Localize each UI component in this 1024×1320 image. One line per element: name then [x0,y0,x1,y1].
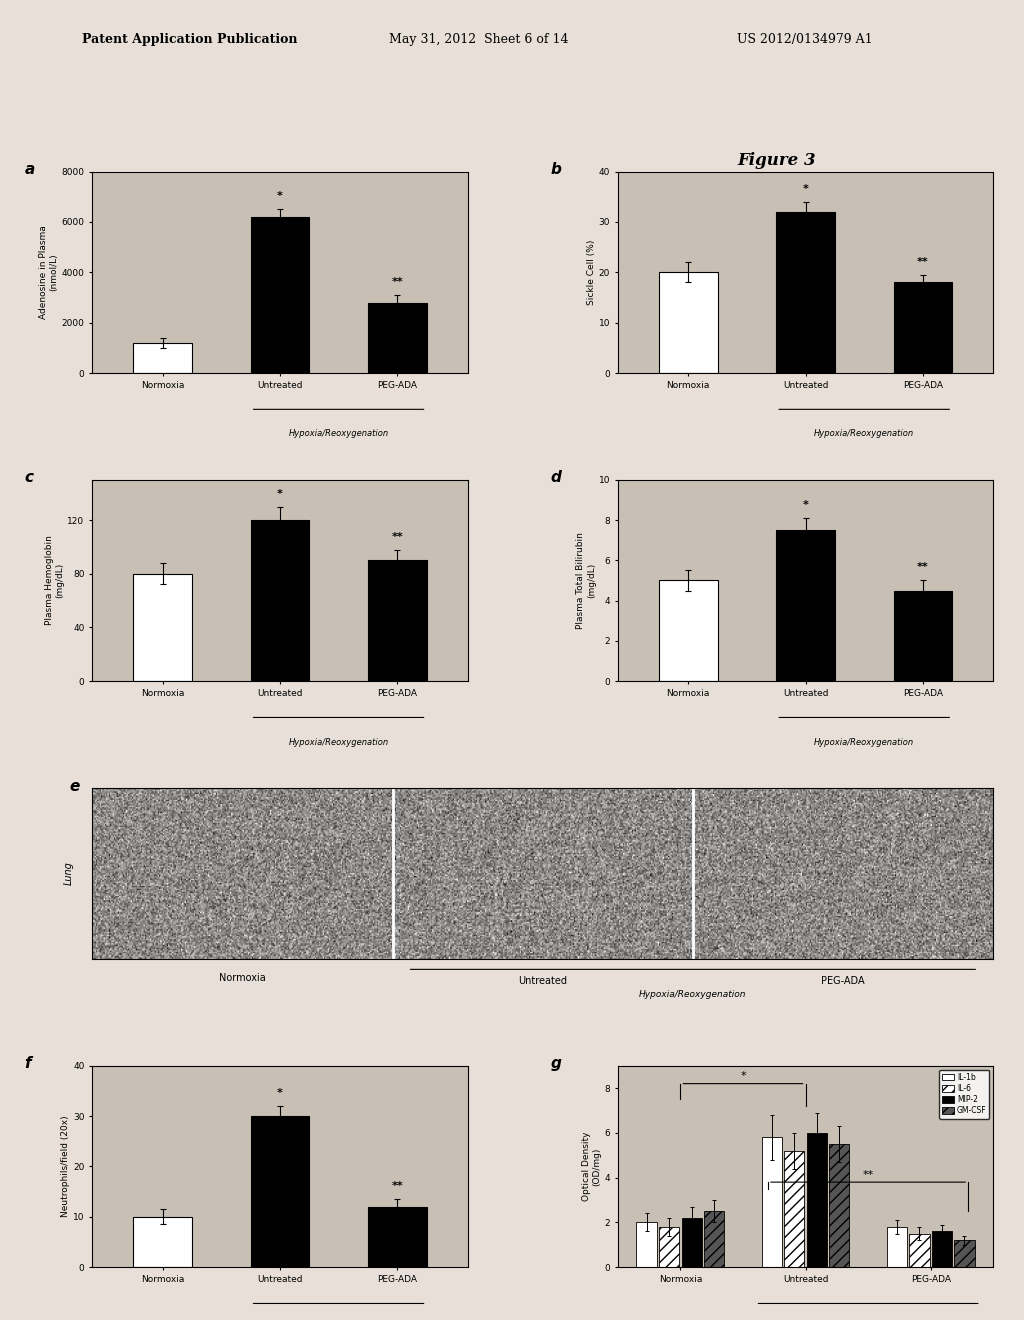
Bar [682,1218,701,1267]
Legend: IL-1b, IL-6, MIP-2, GM-CSF: IL-1b, IL-6, MIP-2, GM-CSF [939,1069,989,1118]
Bar [932,1232,952,1267]
Text: *: * [803,183,809,194]
Bar [658,272,718,374]
Bar [368,560,427,681]
Bar [133,1217,191,1267]
Text: a: a [25,161,35,177]
Text: **: ** [391,532,403,541]
Bar [776,213,835,374]
Text: f: f [25,1056,31,1071]
Text: *: * [276,488,283,499]
Bar [784,1151,805,1267]
Text: **: ** [391,277,403,286]
Bar [251,1117,309,1267]
Text: Normoxia: Normoxia [219,973,265,983]
Text: e: e [70,779,80,795]
Text: Patent Application Publication: Patent Application Publication [82,33,297,46]
Bar [251,520,309,681]
Text: **: ** [918,562,929,573]
Text: d: d [550,470,561,484]
Bar [368,302,427,374]
Text: Hypoxia/Reoxygenation: Hypoxia/Reoxygenation [289,738,389,747]
Text: Hypoxia/Reoxygenation: Hypoxia/Reoxygenation [289,429,389,438]
Bar [894,590,952,681]
Bar [887,1226,907,1267]
Bar [807,1133,827,1267]
Bar [894,282,952,374]
Text: Hypoxia/Reoxygenation: Hypoxia/Reoxygenation [814,429,914,438]
Text: PEG-ADA: PEG-ADA [821,977,865,986]
Bar [659,1226,679,1267]
Y-axis label: Adenosine in Plasma
(nmol/L): Adenosine in Plasma (nmol/L) [39,226,58,319]
Bar [829,1144,850,1267]
Bar [637,1222,656,1267]
Bar [133,574,191,681]
Text: **: ** [391,1181,403,1191]
Text: b: b [550,161,561,177]
Y-axis label: Plasma Hemoglobin
(mg/dL): Plasma Hemoglobin (mg/dL) [45,536,65,626]
Text: *: * [276,1088,283,1098]
Bar [251,216,309,374]
Y-axis label: Optical Density
(OD/mg): Optical Density (OD/mg) [583,1131,602,1201]
Bar [776,531,835,681]
Text: Untreated: Untreated [518,977,567,986]
Y-axis label: Sickle Cell (%): Sickle Cell (%) [587,240,596,305]
Bar [133,343,191,374]
Text: *: * [740,1072,745,1081]
Text: **: ** [862,1170,873,1180]
Text: US 2012/0134979 A1: US 2012/0134979 A1 [737,33,872,46]
Text: **: ** [918,257,929,267]
Text: Hypoxia/Reoxygenation: Hypoxia/Reoxygenation [639,990,746,999]
Bar [705,1212,724,1267]
Text: Lung: Lung [65,862,74,886]
Y-axis label: Neutrophils/field (20x): Neutrophils/field (20x) [61,1115,71,1217]
Text: g: g [550,1056,561,1071]
Text: *: * [803,500,809,510]
Bar [762,1138,782,1267]
Bar [658,581,718,681]
Text: c: c [25,470,34,484]
Text: May 31, 2012  Sheet 6 of 14: May 31, 2012 Sheet 6 of 14 [389,33,568,46]
Text: *: * [276,191,283,202]
Bar [909,1234,930,1267]
Bar [954,1241,975,1267]
Y-axis label: Plasma Total Bilirubin
(mg/dL): Plasma Total Bilirubin (mg/dL) [577,532,596,628]
Bar [368,1206,427,1267]
Text: Hypoxia/Reoxygenation: Hypoxia/Reoxygenation [814,738,914,747]
Text: Figure 3: Figure 3 [737,152,816,169]
